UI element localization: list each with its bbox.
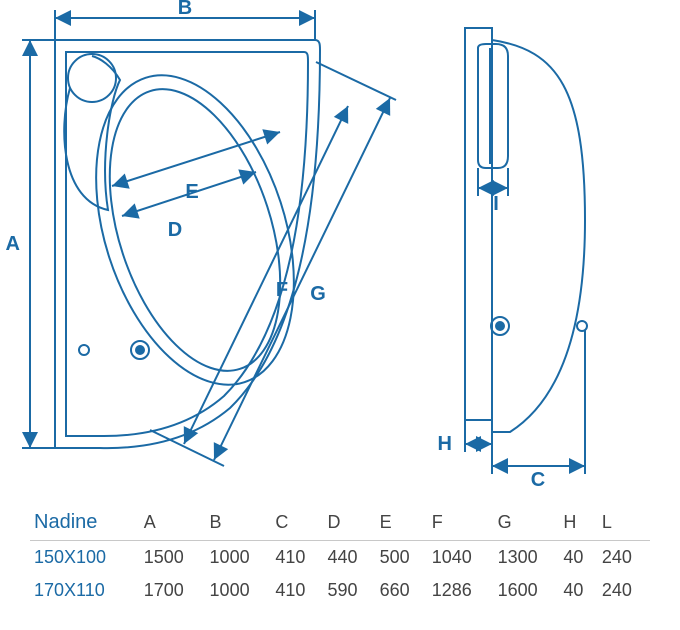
col-F: F (428, 505, 494, 541)
col-C: C (271, 505, 323, 541)
label-A: A (6, 233, 20, 255)
dim-H: H (438, 420, 492, 455)
label-C: C (531, 469, 545, 491)
dim-A: A (6, 40, 55, 448)
dim-E: E (112, 132, 280, 203)
dim-B: B (55, 0, 315, 40)
row-model: 150X100 (30, 541, 140, 575)
table-title: Nadine (30, 505, 140, 541)
dim-G: G (150, 62, 396, 466)
table-header-row: Nadine A B C D E F G H L (30, 505, 650, 541)
side-view (465, 28, 587, 432)
col-L: L (598, 505, 650, 541)
label-E: E (185, 181, 198, 203)
col-D: D (324, 505, 376, 541)
dimensions-table: Nadine A B C D E F G H L 150X100 1500 10… (30, 505, 650, 607)
dim-F: F (184, 106, 348, 444)
table-row: 150X100 1500 1000 410 440 500 1040 1300 … (30, 541, 650, 575)
label-F: F (276, 279, 288, 301)
technical-drawing: A B D E F G (0, 0, 680, 500)
dim-C: C (492, 330, 585, 491)
col-G: G (494, 505, 560, 541)
top-view (55, 40, 330, 448)
col-E: E (376, 505, 428, 541)
col-A: A (140, 505, 206, 541)
label-H: H (438, 433, 452, 455)
label-B: B (178, 0, 192, 19)
label-G: G (310, 283, 326, 305)
col-H: H (559, 505, 597, 541)
table-row: 170X110 1700 1000 410 590 660 1286 1600 … (30, 574, 650, 607)
row-model: 170X110 (30, 574, 140, 607)
col-B: B (206, 505, 272, 541)
label-I: I (493, 193, 499, 215)
label-D: D (168, 219, 182, 241)
